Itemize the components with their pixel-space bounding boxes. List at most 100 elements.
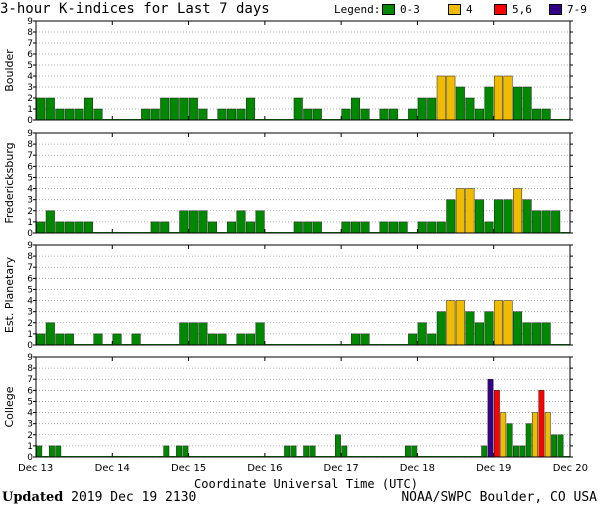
k-bar — [350, 97, 360, 121]
y-tick-label: 9 — [27, 241, 33, 251]
k-bar — [217, 333, 227, 346]
k-bar — [45, 322, 55, 346]
k-bar — [404, 445, 411, 458]
k-bar — [303, 108, 313, 121]
k-bar — [417, 322, 427, 346]
k-bar — [45, 210, 55, 234]
chart-title: 3-hour K-indices for Last 7 days — [0, 1, 270, 17]
k-bar — [55, 333, 65, 346]
legend-swatch-0-3 — [382, 4, 395, 15]
k-bar — [163, 445, 170, 458]
k-bar — [427, 333, 437, 346]
k-bar — [455, 188, 465, 234]
k-bar — [513, 188, 523, 234]
k-bar — [226, 108, 236, 121]
y-tick-label: 1 — [27, 330, 33, 340]
k-bar — [112, 333, 122, 346]
k-bar — [188, 97, 198, 121]
k-bar — [188, 210, 198, 234]
k-bar — [83, 97, 93, 121]
k-bar — [532, 412, 538, 458]
k-bar — [551, 210, 561, 234]
k-bar — [36, 97, 46, 121]
k-bar — [74, 221, 84, 234]
k-bar — [255, 210, 265, 234]
k-bar — [303, 445, 310, 458]
k-bar — [55, 221, 65, 234]
y-tick-label: 1 — [27, 105, 33, 115]
credit: NOAA/SWPC Boulder, CO USA — [401, 490, 597, 505]
panel-frame — [35, 20, 571, 121]
y-tick-label: 9 — [27, 17, 33, 27]
k-bar — [538, 390, 545, 458]
y-tick-label: 4 — [27, 297, 33, 307]
k-bar — [198, 322, 208, 346]
k-bar — [236, 108, 246, 121]
y-tick-label: 1 — [27, 442, 33, 452]
k-bar — [55, 445, 62, 458]
series-label: Boulder — [3, 49, 16, 92]
k-bar — [513, 445, 519, 458]
k-bar — [141, 108, 151, 121]
k-bar — [557, 434, 564, 458]
y-tick-label: 7 — [27, 263, 33, 273]
x-tick-label: Dec 16 — [247, 463, 282, 474]
k-bar — [160, 97, 170, 121]
k-bar — [455, 300, 465, 346]
y-tick-label: 5 — [27, 61, 33, 71]
k-bar — [131, 333, 141, 346]
k-bar — [541, 210, 551, 234]
y-tick-label: 9 — [27, 129, 33, 139]
k-bar — [379, 108, 389, 121]
legend-text-5-6: 5,6 — [512, 3, 532, 16]
k-bar — [312, 221, 322, 234]
k-bar — [493, 75, 504, 121]
k-bar — [83, 221, 93, 234]
k-bar — [532, 108, 542, 121]
k-bar — [64, 333, 74, 346]
k-bar — [474, 108, 484, 121]
x-tick-label: Dec 20 — [553, 463, 588, 474]
k-bar — [246, 221, 256, 234]
k-bar — [217, 108, 227, 121]
y-tick-label: 2 — [27, 319, 33, 329]
panel-frame — [35, 244, 571, 346]
k-bar — [481, 445, 488, 458]
k-bar — [493, 300, 504, 346]
k-bar — [522, 199, 532, 234]
y-tick-label: 0 — [27, 341, 33, 351]
k-bar — [179, 322, 189, 346]
k-bar — [389, 108, 399, 121]
y-tick-label: 3 — [27, 420, 33, 430]
k-bar — [484, 311, 494, 346]
k-bar — [360, 221, 370, 234]
k-bar — [506, 423, 513, 458]
k-bar — [503, 199, 513, 234]
y-tick-label: 5 — [27, 285, 33, 295]
k-bar — [341, 108, 351, 121]
x-tick-label: Dec 17 — [324, 463, 359, 474]
k-bar — [474, 322, 484, 346]
y-tick-label: 7 — [27, 375, 33, 385]
legend-label: Legend: — [334, 3, 381, 16]
k-bar — [519, 445, 526, 458]
k-bar — [513, 311, 523, 346]
k-bar — [176, 445, 182, 458]
y-tick-label: 7 — [27, 39, 33, 49]
y-tick-label: 2 — [27, 431, 33, 441]
k-bar — [74, 108, 84, 121]
k-bar — [150, 108, 160, 121]
legend-swatch-7-9 — [549, 4, 562, 15]
k-bar — [465, 97, 475, 121]
x-tick-label: Dec 15 — [171, 463, 206, 474]
x-tick-label: Dec 19 — [476, 463, 511, 474]
k-bar — [474, 199, 484, 234]
y-tick-label: 2 — [27, 94, 33, 104]
y-tick-label: 8 — [27, 28, 33, 38]
panel-frame — [35, 356, 571, 458]
y-tick-label: 8 — [27, 252, 33, 262]
legend-swatch-4 — [448, 4, 461, 15]
k-bar — [341, 221, 351, 234]
